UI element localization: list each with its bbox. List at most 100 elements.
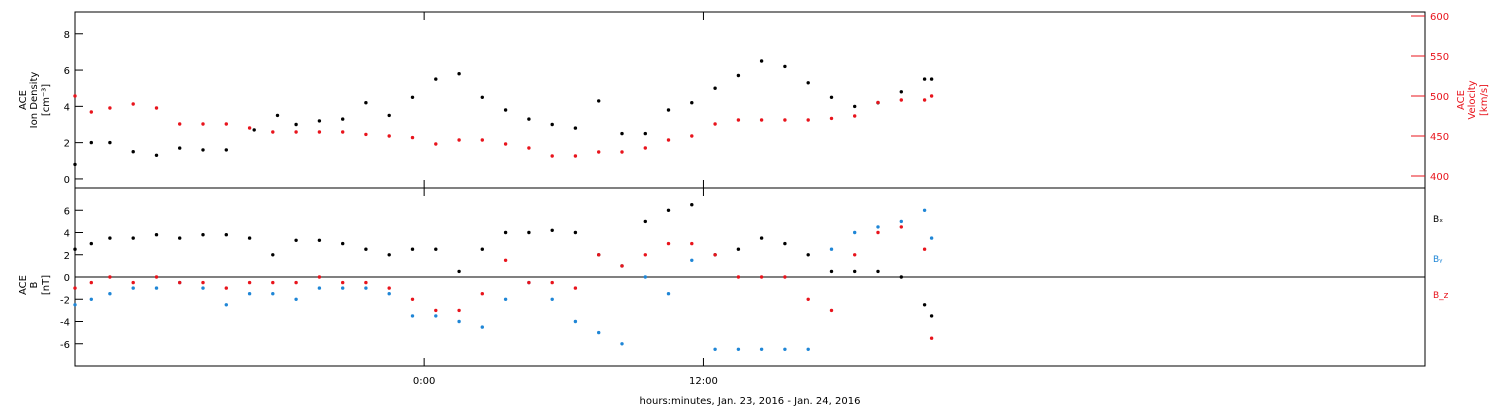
density-axis-label-ace: ACE	[18, 90, 29, 110]
bx-point-20	[527, 230, 531, 235]
density-point-38	[929, 77, 934, 81]
by-point-15	[410, 314, 415, 318]
velocity-point-21	[550, 154, 554, 158]
bz-point-15	[410, 297, 415, 301]
bx-point-37	[922, 303, 927, 307]
bx-point-32	[806, 253, 810, 257]
velocity-point-30	[759, 118, 764, 122]
density-point-15	[410, 95, 415, 100]
bx-point-2	[108, 236, 112, 240]
by-point-12	[341, 286, 345, 290]
density-point-28	[713, 86, 717, 90]
bz-point-0	[73, 286, 77, 290]
density-point-0	[73, 162, 77, 167]
bz-point-31	[783, 275, 787, 279]
bz-point-4	[154, 275, 159, 279]
y-tick-label-4: 2	[64, 251, 70, 262]
density-point-11	[317, 119, 322, 123]
y-tick-label-4: 8	[64, 30, 70, 41]
bz-point-21	[550, 280, 554, 285]
by-point-1	[89, 297, 94, 301]
top-panel: 0 2 4 6 8 400 450 500 550 600 ACE Ion Density [c…	[18, 11, 1490, 189]
density-point-2	[108, 140, 112, 145]
density-axis-ticks: 0 2 4 6 8	[64, 30, 83, 186]
b-axis-label-ace: ACE	[18, 275, 29, 295]
density-point-18	[480, 95, 484, 100]
bx-point-8	[247, 236, 252, 240]
velocity-axis-ticks: 400 450 500 550 600	[1411, 12, 1449, 183]
velocity-point-8	[247, 126, 252, 130]
velocity-point-19	[503, 142, 508, 146]
velocity-point-33	[829, 116, 834, 121]
density-point-1	[89, 140, 94, 145]
bx-point-9	[271, 253, 275, 257]
velocity-point-25	[643, 146, 647, 150]
bz-point-3	[131, 280, 135, 285]
by-point-35	[876, 225, 880, 229]
by-point-13	[364, 286, 368, 290]
by-point-29	[736, 347, 741, 351]
bx-point-5	[178, 236, 182, 240]
velocity-point-10	[294, 130, 298, 134]
density-point-27	[690, 101, 694, 105]
velocity-axis-label-ace: ACE	[1456, 90, 1467, 110]
by-point-31	[783, 347, 787, 351]
velocity-point-37	[922, 98, 927, 102]
density-point-30	[759, 59, 764, 63]
bz-point-23	[597, 253, 601, 257]
y-tick-label-2: 500	[1430, 92, 1449, 103]
bx-point-34	[853, 269, 857, 274]
bx-point-16	[434, 247, 438, 251]
by-point-33	[829, 247, 834, 251]
velocity-point-2	[108, 106, 112, 110]
velocity-point-1	[89, 110, 94, 114]
density-point-26	[666, 108, 671, 112]
bx-point-11	[317, 238, 322, 242]
density-point-6	[201, 148, 205, 152]
velocity-point-9	[271, 130, 275, 134]
velocity-point-17	[457, 138, 461, 142]
bz-point-37	[922, 247, 927, 251]
density-point-25	[643, 131, 647, 136]
velocity-point-18	[480, 138, 484, 142]
density-point-21	[550, 122, 554, 127]
density-point-17	[457, 72, 461, 76]
density-axis-label-name: Ion Density	[29, 72, 40, 129]
bx-point-15	[410, 247, 415, 251]
bz-point-36	[899, 225, 903, 229]
bx-point-12	[341, 241, 345, 246]
by-point-0	[73, 303, 77, 307]
bz-point-17	[457, 308, 461, 313]
y-tick-label-1: 2	[64, 139, 70, 150]
by-point-4	[154, 286, 159, 290]
density-point-36	[899, 90, 903, 94]
density-point-29	[736, 73, 741, 78]
by-point-30	[759, 347, 764, 351]
bz-point-29	[736, 275, 741, 279]
velocity-point-4	[154, 106, 159, 110]
density-point-5	[178, 146, 182, 150]
velocity-axis-label-unit: [km/s]	[1479, 84, 1490, 116]
by-point-17	[457, 319, 461, 324]
by-point-26	[666, 292, 671, 296]
by-point-8	[247, 292, 252, 296]
velocity-point-23	[597, 150, 601, 154]
bx-point-27	[690, 203, 694, 207]
bz-point-6	[201, 280, 205, 285]
by-point-38	[929, 236, 934, 240]
bx-point-31	[783, 241, 787, 246]
legend-bx: Bₓ	[1433, 215, 1443, 225]
bx-point-38	[929, 314, 934, 318]
density-point-4	[154, 153, 159, 157]
bx-point-18	[480, 247, 484, 251]
density-point-7	[224, 148, 228, 152]
bz-point-32	[806, 297, 810, 301]
by-point-11	[317, 286, 322, 290]
by-point-24	[620, 342, 624, 346]
y-tick-label-5: 4	[64, 229, 70, 240]
bz-point-1	[89, 280, 94, 285]
velocity-point-5	[178, 122, 182, 126]
by-point-23	[597, 330, 601, 335]
by-point-34	[853, 230, 857, 235]
b-axis-label-name: B	[29, 281, 40, 288]
